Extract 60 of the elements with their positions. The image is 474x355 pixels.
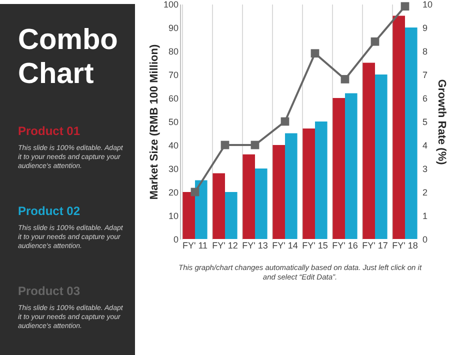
y2-tick-label: 10 [422, 0, 433, 10]
y2-axis-title: Growth Rate (%) [436, 79, 448, 166]
y2-tick-label: 7 [422, 70, 428, 80]
y-tick-label: 10 [168, 211, 178, 221]
x-tick-label: FY' 11 [182, 240, 208, 250]
bar [225, 192, 238, 239]
point [370, 37, 380, 46]
y-tick-label: 90 [168, 23, 178, 33]
point [310, 49, 320, 58]
x-tick-label: FY' 16 [332, 240, 358, 250]
point [400, 2, 410, 11]
bar [302, 128, 315, 239]
y-tick-label: 60 [168, 94, 178, 104]
y-tick-label: 50 [168, 117, 178, 127]
y2-tick-label: 6 [422, 94, 428, 104]
y2-tick-label: 4 [422, 140, 428, 150]
x-tick-label: FY' 14 [272, 240, 298, 250]
y2-tick-label: 8 [422, 46, 428, 56]
y-tick-label: 20 [168, 188, 178, 198]
bar [272, 145, 285, 239]
text: Product 03 [18, 284, 80, 298]
point [340, 75, 350, 84]
y2-tick-label: 2 [422, 188, 428, 198]
point [190, 188, 200, 196]
text: Product 01 [18, 124, 80, 138]
y2-tick-label: 3 [422, 164, 428, 174]
bar [345, 93, 358, 239]
bar [195, 180, 208, 239]
text: Combo Chart [18, 24, 118, 90]
bar [285, 133, 298, 239]
y-tick-label: 0 [173, 234, 178, 244]
x-tick-label: FY' 12 [212, 240, 238, 250]
x-tick-label: FY' 18 [392, 240, 418, 250]
y2-tick-label: 9 [422, 23, 428, 33]
y-tick-label: 40 [168, 140, 178, 150]
bar [332, 98, 345, 239]
x-tick-label: FY' 15 [302, 240, 328, 250]
y-tick-label: 100 [163, 0, 178, 10]
bar [362, 62, 375, 239]
point [280, 117, 290, 126]
bar [405, 28, 418, 239]
point [250, 140, 260, 150]
bar [392, 16, 405, 239]
bar [255, 168, 268, 239]
y2-tick-label: 1 [422, 211, 428, 221]
y-tick-label: 30 [168, 164, 178, 174]
point [220, 140, 230, 150]
text: Product 02 [18, 204, 80, 218]
bar [182, 192, 195, 239]
x-tick-label: FY' 17 [362, 240, 388, 250]
bar [212, 173, 225, 239]
x-tick-label: FY' 13 [242, 240, 268, 250]
bar [375, 74, 388, 239]
y-axis-title: Market Size (RMB 100 Million) [148, 44, 160, 200]
y-tick-label: 80 [168, 46, 178, 56]
y2-tick-label: 0 [422, 234, 428, 244]
y-tick-label: 70 [168, 70, 178, 80]
y2-tick-label: 5 [422, 117, 428, 127]
bar [315, 122, 328, 239]
bar [242, 154, 255, 239]
